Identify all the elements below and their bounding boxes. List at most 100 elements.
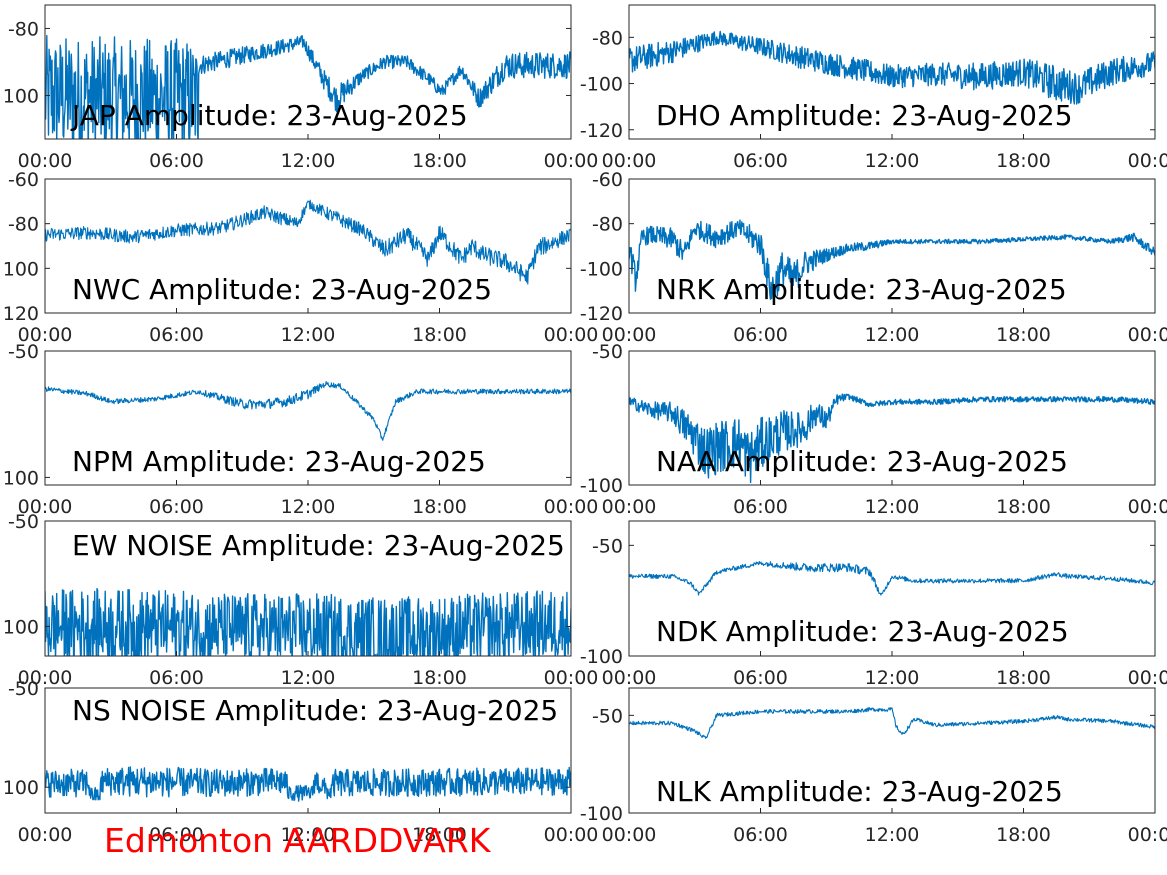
y-tick-label: -80 [8, 214, 39, 236]
series-trace [45, 199, 571, 285]
panel-title: NDK Amplitude: 23-Aug-2025 [656, 615, 1069, 648]
x-tick-label: 06:00 [149, 496, 204, 518]
x-tick-label: 18:00 [996, 150, 1051, 172]
x-tick-label: 00:00 [544, 824, 599, 846]
y-tick-label: -50 [592, 705, 623, 727]
x-tick-label: 06:00 [149, 667, 204, 689]
x-tick-label: 00:00 [1128, 496, 1167, 518]
x-tick-label: 06:00 [149, 324, 204, 346]
panel-title: EW NOISE Amplitude: 23-Aug-2025 [72, 529, 565, 562]
x-tick-label: 12:00 [865, 496, 920, 518]
x-tick-label: 12:00 [865, 324, 920, 346]
x-tick-label: 00:00 [1128, 324, 1167, 346]
y-tick-label: 120 [3, 303, 39, 325]
series-trace [629, 219, 1155, 300]
y-tick-label: -60 [8, 169, 39, 191]
x-tick-label: 06:00 [149, 150, 204, 172]
x-tick-label: 18:00 [412, 824, 467, 846]
series-trace [45, 588, 571, 656]
x-tick-label: 00:00 [18, 496, 73, 518]
x-tick-label: 06:00 [733, 667, 788, 689]
x-tick-label: 18:00 [412, 496, 467, 518]
x-tick-label: 12:00 [281, 667, 336, 689]
y-tick-label: -50 [592, 535, 623, 557]
y-tick-label: -100 [580, 74, 623, 96]
y-tick-label: -100 [580, 646, 623, 668]
x-tick-label: 18:00 [412, 324, 467, 346]
x-tick-label: 12:00 [865, 824, 920, 846]
panel-title: NRK Amplitude: 23-Aug-2025 [656, 273, 1067, 306]
x-tick-label: 18:00 [412, 667, 467, 689]
x-tick-label: 00:00 [18, 324, 73, 346]
x-tick-label: 00:00 [602, 496, 657, 518]
x-tick-label: 12:00 [865, 150, 920, 172]
x-tick-label: 18:00 [412, 150, 467, 172]
x-tick-label: 00:00 [1128, 667, 1167, 689]
x-tick-label: 00:00 [602, 324, 657, 346]
x-tick-label: 00:00 [18, 824, 73, 846]
x-tick-label: 12:00 [865, 667, 920, 689]
x-tick-label: 00:00 [544, 324, 599, 346]
y-tick-label: -80 [8, 18, 39, 40]
y-tick-label: -120 [580, 120, 623, 142]
y-tick-label: -50 [8, 511, 39, 533]
x-tick-label: 12:00 [281, 150, 336, 172]
y-tick-label: -50 [8, 341, 39, 363]
station-label: Edmonton AARDDVARK [104, 821, 491, 860]
x-tick-label: 06:00 [149, 824, 204, 846]
series-trace [629, 560, 1155, 596]
panel-title: NPM Amplitude: 23-Aug-2025 [72, 445, 486, 478]
x-tick-label: 00:00 [18, 667, 73, 689]
x-tick-label: 18:00 [996, 667, 1051, 689]
x-tick-label: 12:00 [281, 824, 336, 846]
x-tick-label: 12:00 [281, 496, 336, 518]
x-tick-label: 18:00 [996, 824, 1051, 846]
x-tick-label: 12:00 [281, 324, 336, 346]
series-trace [629, 707, 1155, 739]
y-tick-label: -80 [592, 27, 623, 49]
panel-title: NLK Amplitude: 23-Aug-2025 [656, 775, 1063, 808]
y-tick-label: -50 [8, 678, 39, 700]
series-trace [45, 35, 571, 139]
panel-title: DHO Amplitude: 23-Aug-2025 [656, 99, 1073, 132]
x-tick-label: 00:00 [18, 150, 73, 172]
y-tick-label: 100 [3, 467, 39, 489]
x-tick-label: 00:00 [1128, 824, 1167, 846]
x-tick-label: 00:00 [1128, 150, 1167, 172]
x-tick-label: 06:00 [733, 824, 788, 846]
x-tick-label: 00:00 [602, 824, 657, 846]
x-tick-label: 00:00 [602, 667, 657, 689]
y-tick-label: -80 [592, 214, 623, 236]
y-tick-label: -100 [580, 258, 623, 280]
panel-title: NWC Amplitude: 23-Aug-2025 [72, 273, 492, 306]
y-tick-label: -100 [580, 803, 623, 825]
panel-1: -80 -100 -120 00:00 06:00 12:00 18:00 00:00 DHO … [580, 4, 1167, 172]
series-trace [45, 766, 571, 802]
panel-title: NS NOISE Amplitude: 23-Aug-2025 [72, 694, 558, 727]
x-tick-label: 06:00 [733, 150, 788, 172]
series-trace [45, 381, 571, 441]
y-tick-label: 100 [3, 616, 39, 638]
x-tick-label: 00:00 [602, 150, 657, 172]
x-tick-label: 18:00 [996, 496, 1051, 518]
x-tick-label: 18:00 [996, 324, 1051, 346]
panel-title: JAP Amplitude: 23-Aug-2025 [70, 99, 468, 132]
x-tick-label: 06:00 [733, 324, 788, 346]
panel-6: -50 100 00:00 06:00 12:00 18:00 00:00 EW NOISE … [3, 511, 599, 689]
panel-8: -50 100 00:00 06:00 12:00 18:00 00:00 NS NOISE … [3, 678, 599, 846]
panel-0: -80 100 00:00 06:00 12:00 18:00 00:00 JAP Ampli… [3, 4, 599, 172]
y-tick-label: -50 [592, 341, 623, 363]
y-tick-label: 100 [3, 85, 39, 107]
x-tick-label: 00:00 [544, 150, 599, 172]
panel-title: NAA Amplitude: 23-Aug-2025 [656, 445, 1068, 478]
panel-3: -60-80-100-12000:0006:0012:0018:0000:00N… [580, 169, 1167, 346]
x-tick-label: 06:00 [733, 496, 788, 518]
y-tick-label: -100 [580, 475, 623, 497]
series-trace [629, 393, 1155, 484]
x-tick-label: 00:00 [544, 496, 599, 518]
